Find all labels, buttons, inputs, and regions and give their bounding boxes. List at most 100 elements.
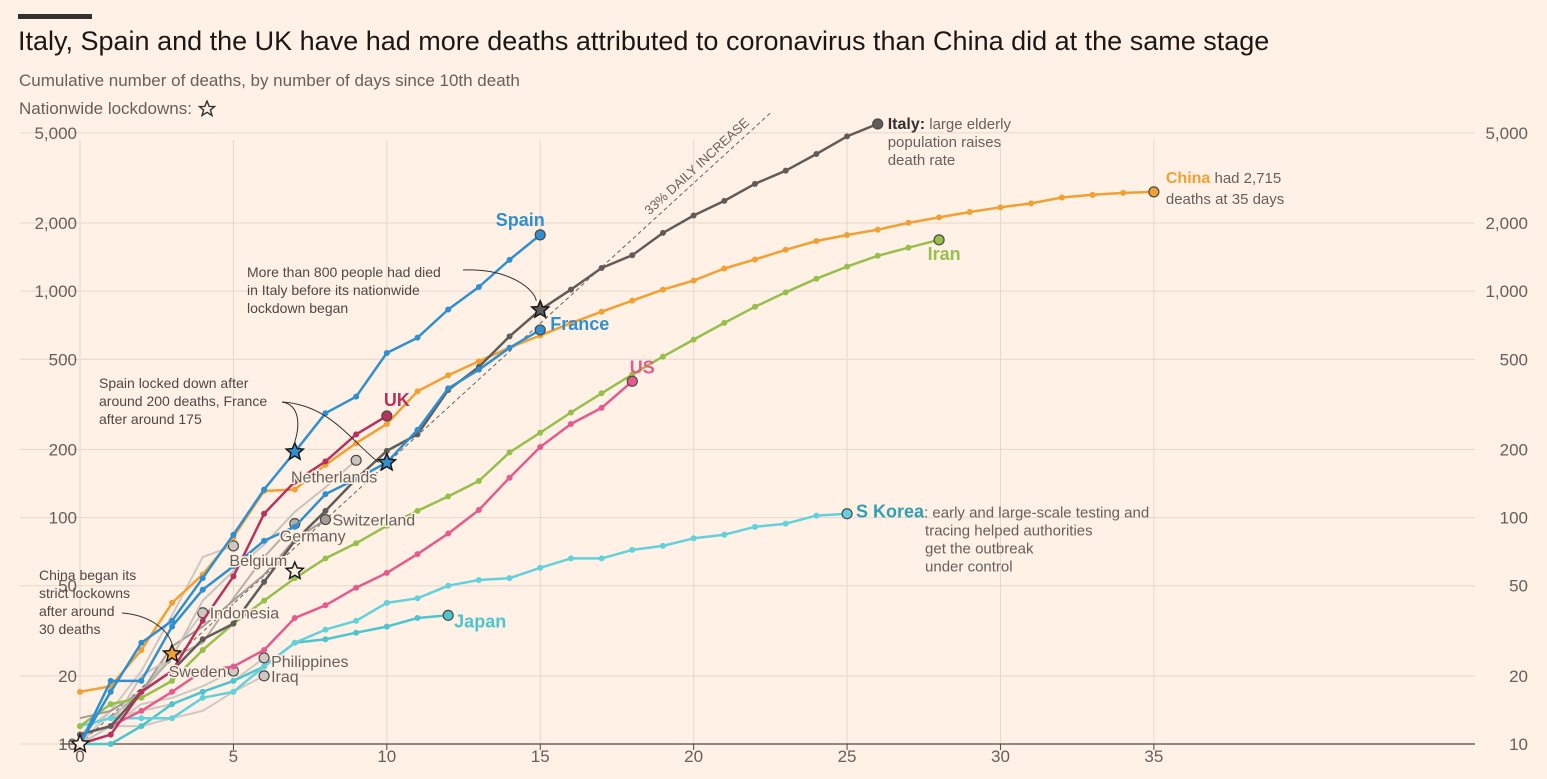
data-point-iran: [813, 275, 820, 282]
data-point-us: [138, 707, 145, 714]
data-point-skorea: [659, 542, 666, 549]
data-point-japan: [353, 629, 360, 636]
x-tick-label: 35: [1144, 747, 1163, 766]
data-point-china: [138, 647, 145, 654]
annotation-china-lockdown-line: after around: [39, 603, 115, 619]
data-point-china: [690, 277, 697, 284]
data-point-italy: [721, 197, 728, 204]
series-belgium: [79, 540, 240, 745]
data-point-spain: [230, 531, 237, 538]
annotation-leader-spain: [281, 401, 299, 443]
data-point-us: [567, 420, 574, 427]
data-point-china: [782, 246, 789, 253]
series-line-switzerland: [79, 518, 327, 720]
series-us: [77, 375, 638, 738]
data-point-skorea: [107, 715, 114, 722]
data-point-japan: [138, 723, 145, 730]
data-point-spain: [475, 284, 482, 291]
data-point-japan: [322, 636, 329, 643]
data-point-china: [353, 440, 360, 447]
data-point-spain: [138, 639, 145, 646]
italy-note-line: population raises: [888, 134, 1001, 151]
x-tick-label: 10: [377, 747, 396, 766]
data-point-skorea: [445, 582, 452, 589]
series-france: [77, 324, 546, 747]
data-point-iran: [567, 409, 574, 416]
y-tick-label-left: 500: [49, 350, 77, 369]
data-point-china: [659, 286, 666, 293]
data-point-china: [445, 372, 452, 379]
end-dot-belgium: [227, 540, 240, 552]
data-point-china: [1028, 200, 1035, 207]
data-point-iran: [77, 723, 83, 730]
annotation-china-lockdown-line: strict lockowns: [39, 585, 130, 601]
end-dot-iraq: [258, 670, 270, 682]
chart-title: Italy, Spain and the UK have had more de…: [18, 26, 1270, 56]
annotation-spain-lockdown-line: Spain locked down after: [99, 375, 249, 391]
data-point-china: [997, 204, 1004, 211]
data-point-skorea: [414, 595, 421, 602]
data-point-france: [199, 586, 206, 593]
data-point-italy: [752, 180, 758, 187]
data-point-uk: [138, 688, 145, 695]
data-point-us: [537, 443, 544, 450]
data-point-china: [475, 358, 482, 365]
annotation-italy-lockdown-line: lockdown began: [247, 300, 348, 316]
data-point-uk: [322, 458, 329, 465]
series-iran: [77, 234, 945, 730]
data-point-us: [169, 688, 176, 695]
data-point-china: [966, 209, 973, 216]
data-point-skorea: [475, 577, 482, 584]
x-tick-label: 25: [838, 747, 857, 766]
data-point-china: [721, 265, 728, 272]
data-point-spain: [199, 575, 206, 582]
data-point-france: [506, 344, 513, 351]
data-point-iran: [905, 244, 912, 251]
data-point-japan: [199, 688, 206, 695]
y-tick-label-right: 200: [1500, 440, 1528, 459]
data-point-uk: [169, 668, 176, 675]
data-point-us: [199, 668, 206, 675]
data-point-france: [353, 476, 360, 483]
y-tick-label-right: 100: [1500, 509, 1528, 528]
y-tick-label-left: 20: [58, 667, 77, 686]
end-dot-iran: [933, 234, 945, 246]
series-skorea: [77, 508, 853, 730]
data-point-skorea: [169, 715, 176, 722]
data-point-spain: [107, 688, 114, 695]
data-point-italy: [506, 333, 513, 340]
data-point-skorea: [138, 715, 145, 722]
lockdown-star-germany: [284, 560, 306, 580]
end-dot-china: [1148, 186, 1160, 198]
y-tick-label-left: 1,000: [34, 282, 77, 301]
end-dot-italy: [872, 118, 884, 130]
data-point-china: [874, 226, 881, 233]
data-point-iran: [752, 303, 758, 310]
data-point-china: [598, 308, 605, 315]
y-tick-label-right: 500: [1500, 350, 1528, 369]
data-point-italy: [629, 252, 636, 259]
series-label-iran: Iran: [928, 244, 961, 264]
data-point-france: [322, 491, 329, 498]
series-label-france: France: [550, 314, 609, 334]
annotation-leader-france: [281, 401, 380, 463]
data-point-france: [414, 426, 421, 433]
data-point-iran: [874, 252, 881, 259]
data-point-iran: [782, 289, 789, 296]
data-point-skorea: [383, 599, 390, 606]
end-dot-japan: [442, 609, 454, 621]
data-point-uk: [199, 617, 206, 624]
data-point-iran: [659, 353, 666, 360]
data-point-us: [445, 530, 452, 537]
data-point-japan: [169, 701, 176, 708]
data-point-us: [230, 663, 237, 670]
data-point-france: [138, 677, 145, 684]
data-point-china: [1058, 194, 1065, 201]
lockdown-star-italy: [529, 298, 551, 319]
data-point-skorea: [199, 694, 206, 701]
y-tick-label-left: 5,000: [34, 124, 77, 143]
series-label-italy: Italy: large elderly: [888, 116, 1012, 133]
series-italy: [77, 118, 884, 738]
y-tick-label-right: 5,000: [1485, 124, 1528, 143]
data-point-italy: [107, 723, 114, 730]
